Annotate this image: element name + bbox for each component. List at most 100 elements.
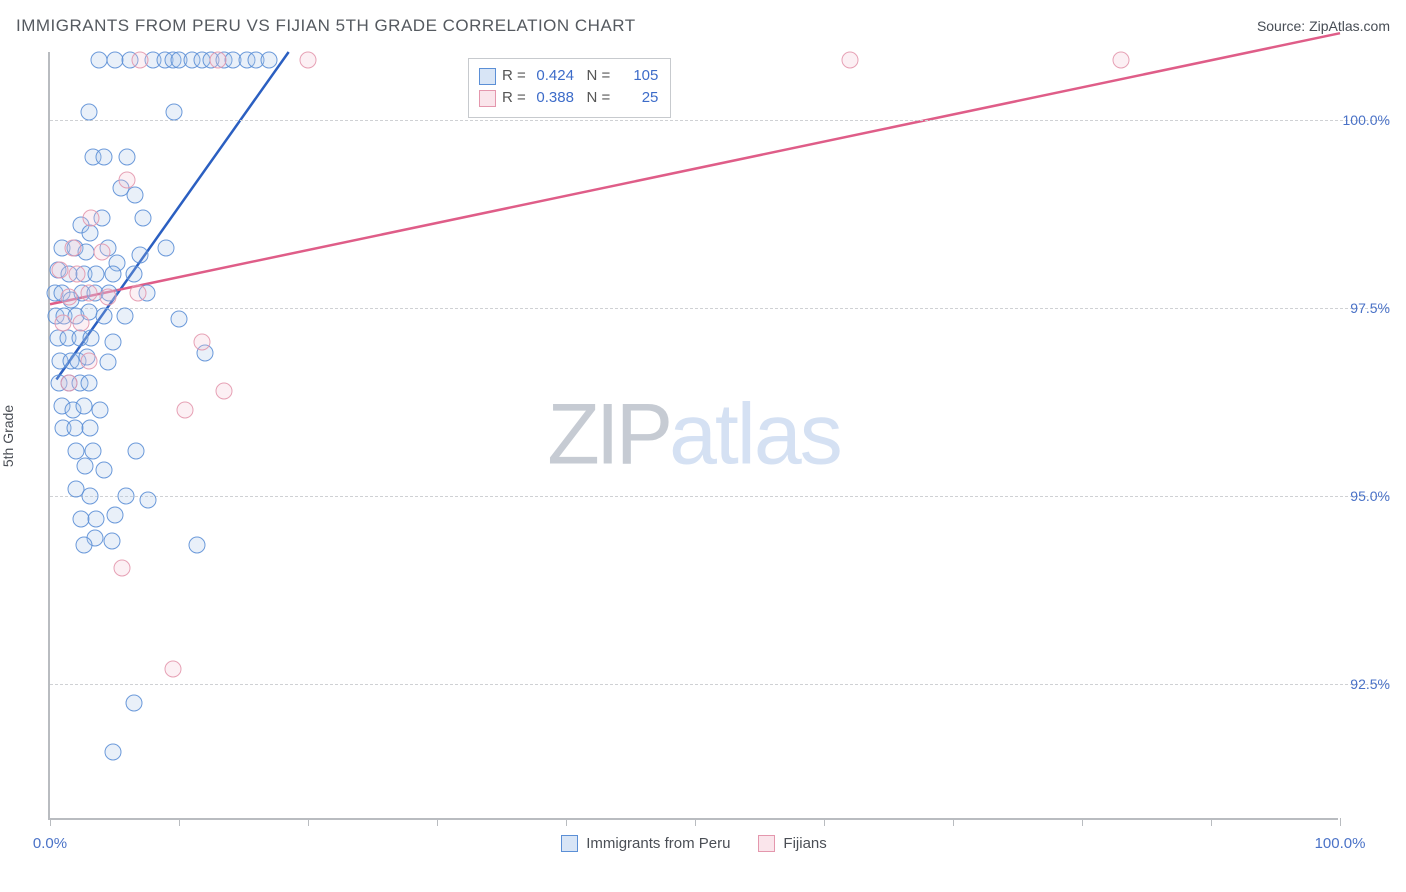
x-tick <box>824 818 825 826</box>
source-value: ZipAtlas.com <box>1309 18 1390 34</box>
data-point <box>841 51 858 68</box>
data-point <box>106 507 123 524</box>
data-point <box>61 375 78 392</box>
x-tick <box>953 818 954 826</box>
x-tick <box>1211 818 1212 826</box>
data-point <box>75 537 92 554</box>
data-point <box>88 510 105 527</box>
data-point <box>171 311 188 328</box>
data-point <box>261 51 278 68</box>
gridline <box>50 120 1388 121</box>
data-point <box>83 330 100 347</box>
data-point <box>88 266 105 283</box>
data-point <box>164 661 181 678</box>
data-point <box>81 224 98 241</box>
data-point <box>91 51 108 68</box>
data-point <box>177 401 194 418</box>
data-point <box>52 262 69 279</box>
source-line: Source: ZipAtlas.com <box>1257 18 1390 34</box>
data-point <box>80 352 97 369</box>
data-point <box>103 533 120 550</box>
data-point <box>119 172 136 189</box>
data-point <box>80 375 97 392</box>
data-point <box>81 488 98 505</box>
data-point <box>100 354 117 371</box>
x-tick <box>1082 818 1083 826</box>
data-point <box>54 315 71 332</box>
data-point <box>93 243 110 260</box>
source-label: Source: <box>1257 18 1309 34</box>
data-point <box>119 149 136 166</box>
trend-line <box>50 33 1340 304</box>
legend-row: R = 0.388 N = 25 <box>479 87 658 109</box>
chart-title: IMMIGRANTS FROM PERU VS FIJIAN 5TH GRADE… <box>16 16 636 36</box>
data-point <box>209 51 226 68</box>
y-axis-label: 5th Grade <box>0 405 16 467</box>
data-point <box>129 284 146 301</box>
data-point <box>66 420 83 437</box>
data-point <box>105 744 122 761</box>
gridline <box>50 496 1388 497</box>
data-point <box>158 239 175 256</box>
data-point <box>80 284 97 301</box>
data-point <box>105 333 122 350</box>
data-point <box>134 209 151 226</box>
series-legend-item: Immigrants from Peru <box>561 835 730 852</box>
data-point <box>194 333 211 350</box>
x-tick <box>566 818 567 826</box>
data-point <box>127 187 144 204</box>
series-legend: Immigrants from Peru Fijians <box>50 835 1338 852</box>
x-tick-label: 0.0% <box>33 835 67 852</box>
x-tick <box>437 818 438 826</box>
data-point <box>96 307 113 324</box>
data-point <box>216 382 233 399</box>
data-point <box>300 51 317 68</box>
data-point <box>100 288 117 305</box>
legend-row: R = 0.424 N = 105 <box>479 65 658 87</box>
series-legend-label: Immigrants from Peru <box>586 835 730 852</box>
y-tick-label: 100.0% <box>1342 112 1390 128</box>
data-point <box>128 443 145 460</box>
data-point <box>83 209 100 226</box>
gridline <box>50 308 1388 309</box>
x-tick <box>695 818 696 826</box>
legend-swatch <box>758 835 775 852</box>
y-tick-label: 95.0% <box>1342 488 1390 504</box>
y-tick-label: 92.5% <box>1342 676 1390 692</box>
data-point <box>72 510 89 527</box>
legend-swatch <box>561 835 578 852</box>
data-point <box>105 266 122 283</box>
data-point <box>132 51 149 68</box>
data-point <box>72 315 89 332</box>
data-point <box>106 51 123 68</box>
data-point <box>96 461 113 478</box>
data-point <box>165 104 182 121</box>
data-point <box>92 401 109 418</box>
data-point <box>61 288 78 305</box>
data-point <box>125 266 142 283</box>
data-point <box>114 559 131 576</box>
data-point <box>189 537 206 554</box>
data-point <box>1112 51 1129 68</box>
data-point <box>116 307 133 324</box>
x-tick <box>308 818 309 826</box>
legend-swatch <box>479 68 496 85</box>
gridline <box>50 684 1388 685</box>
series-legend-label: Fijians <box>783 835 826 852</box>
legend-swatch <box>479 90 496 107</box>
legend-text: R = 0.424 N = 105 <box>502 65 658 87</box>
correlation-legend: R = 0.424 N = 105R = 0.388 N = 25 <box>468 58 671 118</box>
x-tick <box>179 818 180 826</box>
data-point <box>140 492 157 509</box>
x-tick-label: 100.0% <box>1315 835 1366 852</box>
data-point <box>76 458 93 475</box>
y-tick-label: 97.5% <box>1342 300 1390 316</box>
data-point <box>80 104 97 121</box>
data-point <box>69 266 86 283</box>
series-legend-item: Fijians <box>758 835 826 852</box>
x-tick <box>1340 818 1341 826</box>
trend-lines <box>50 52 1340 820</box>
data-point <box>96 149 113 166</box>
data-point <box>81 420 98 437</box>
data-point <box>132 247 149 264</box>
